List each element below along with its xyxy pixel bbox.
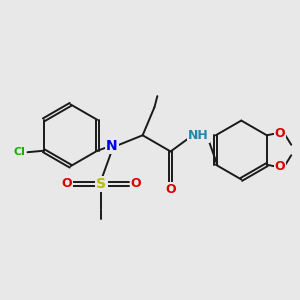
Text: O: O <box>275 160 285 173</box>
Text: O: O <box>62 177 72 190</box>
Text: O: O <box>130 177 141 190</box>
Text: S: S <box>96 177 106 191</box>
Text: O: O <box>165 183 176 196</box>
Text: N: N <box>106 139 118 153</box>
Text: O: O <box>275 127 285 140</box>
Text: Cl: Cl <box>13 147 25 157</box>
Text: NH: NH <box>188 129 209 142</box>
